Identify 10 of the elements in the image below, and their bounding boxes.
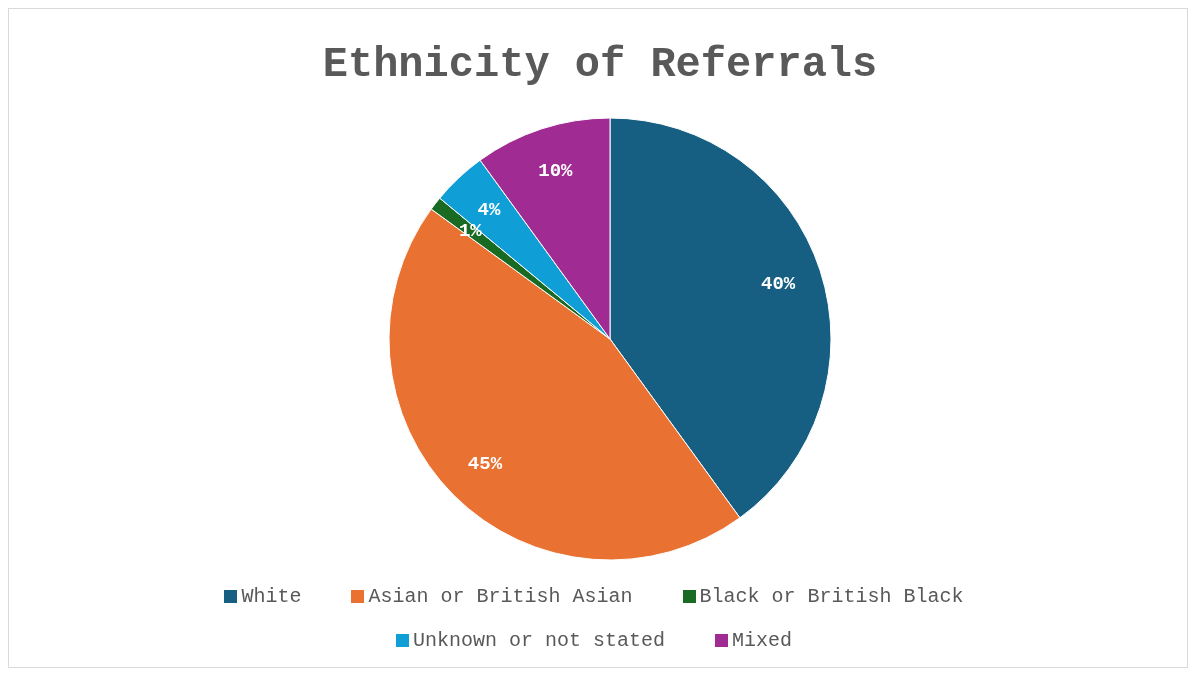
chart-title: Ethnicity of Referrals	[321, 41, 879, 89]
data-label: 40%	[761, 273, 796, 296]
legend-label: Unknown or not stated	[412, 629, 666, 652]
legend-label: White	[241, 585, 302, 608]
legend-label: Mixed	[732, 629, 793, 652]
legend-label: Asian or British Asian	[368, 585, 633, 608]
data-label: 10%	[538, 159, 574, 182]
legend-label: Black or British Black	[699, 585, 964, 608]
data-label: 4%	[477, 199, 501, 222]
data-label: 45%	[467, 453, 503, 476]
